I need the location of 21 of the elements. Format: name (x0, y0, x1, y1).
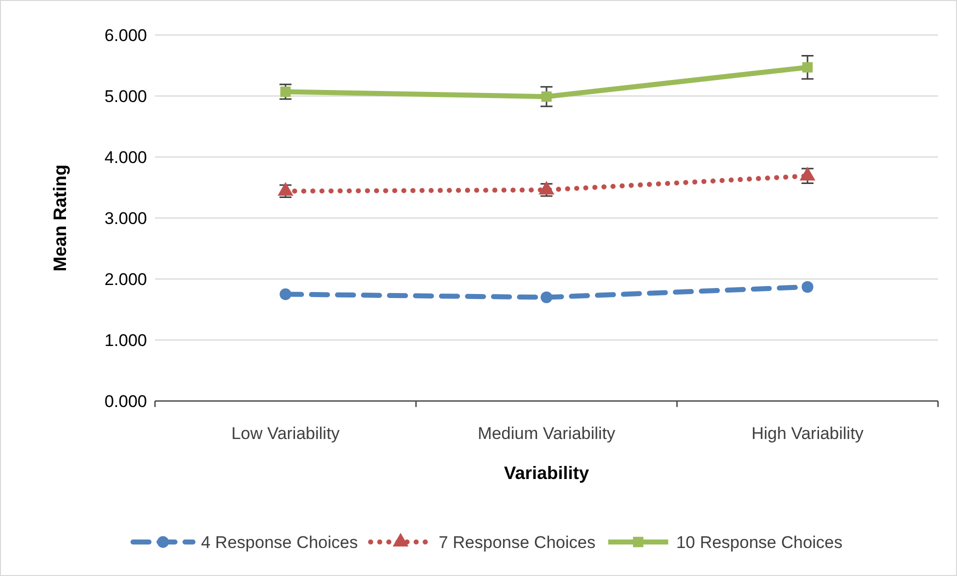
y-tick-label: 3.000 (104, 208, 147, 228)
y-tick-label: 4.000 (104, 148, 147, 167)
legend-label: 7 Response Choices (438, 532, 596, 552)
point (540, 291, 552, 304)
x-tick-label: Low Variability (231, 424, 340, 443)
legend-label: 10 Response Choices (676, 532, 843, 552)
x-tick-label: High Variability (751, 424, 864, 443)
y-tick-label: 5.000 (104, 86, 147, 106)
y-tick-label: 0.000 (104, 392, 147, 411)
y-tick-label: 6.000 (104, 26, 147, 45)
point (541, 91, 552, 102)
point (802, 281, 814, 293)
x-axis-title: Variability (504, 463, 590, 483)
point (802, 62, 813, 73)
legend-label: 4 Response Choices (201, 532, 358, 552)
point (280, 86, 291, 97)
y-tick-label: 1.000 (104, 330, 147, 350)
y-tick-label: 2.000 (104, 270, 147, 289)
x-tick-label: Medium Variability (478, 424, 616, 443)
point (280, 288, 292, 300)
y-axis-title: Mean Rating (50, 164, 70, 272)
